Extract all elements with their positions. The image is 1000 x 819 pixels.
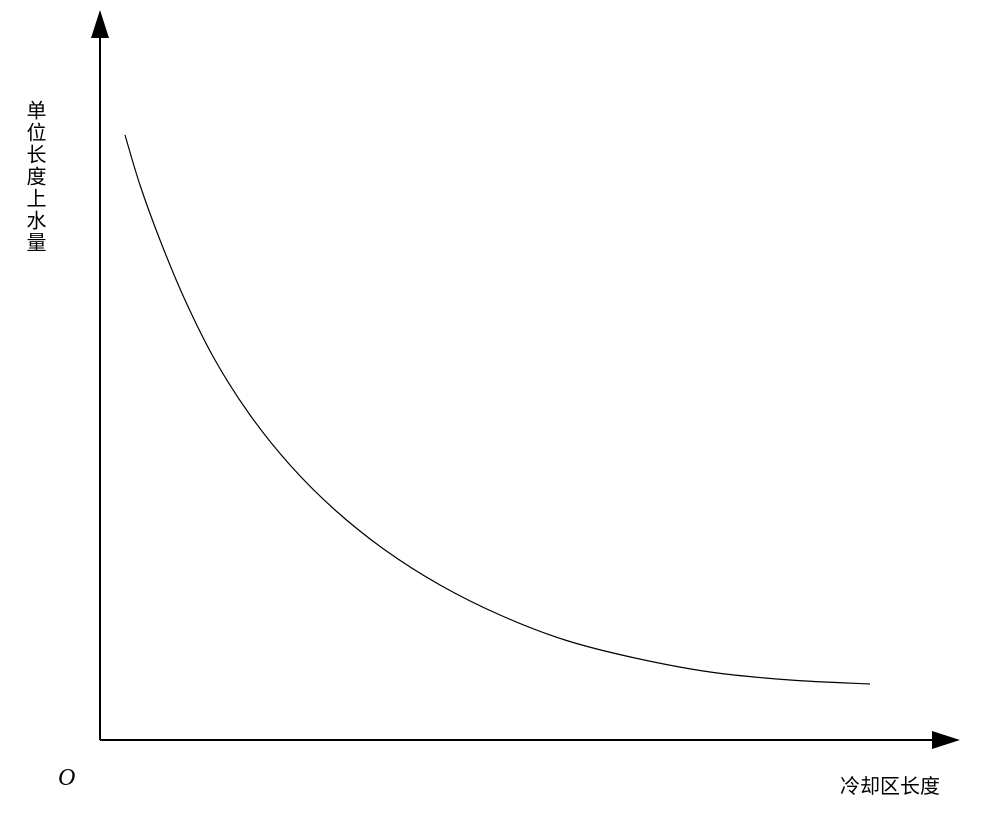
origin-label: O — [58, 765, 75, 792]
x-axis-arrow — [932, 731, 960, 749]
decay-curve-chart: 单位长度上水量 冷却区长度 O — [0, 0, 1000, 814]
y-axis-arrow — [91, 10, 109, 38]
x-axis-label: 冷却区长度 — [840, 770, 940, 799]
chart-svg — [0, 0, 1000, 814]
decay-curve — [125, 135, 870, 684]
axes-group — [91, 10, 960, 749]
y-axis-label: 单位长度上水量 — [20, 100, 49, 254]
